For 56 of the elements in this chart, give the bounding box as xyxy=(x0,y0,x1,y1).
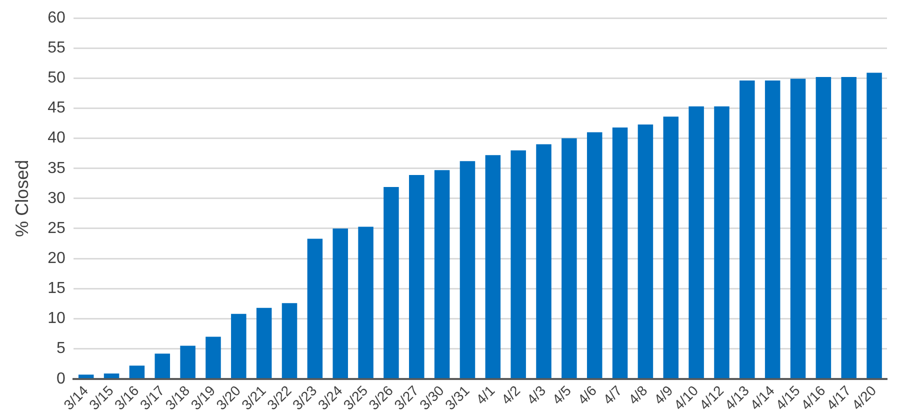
bar xyxy=(358,226,374,378)
x-tick-label: 3/24 xyxy=(314,382,346,413)
bar xyxy=(510,150,526,378)
bar xyxy=(663,116,679,378)
y-tick-label: 45 xyxy=(48,100,66,117)
bar xyxy=(256,308,272,378)
x-tick-label: 4/6 xyxy=(574,382,600,408)
x-tick-label: 4/2 xyxy=(498,382,524,408)
bar xyxy=(282,303,298,378)
x-tick-label: 3/31 xyxy=(442,382,472,413)
bar xyxy=(740,80,755,378)
x-tick-label: 4/20 xyxy=(848,382,880,413)
bar xyxy=(612,127,628,378)
y-tick-label: 50 xyxy=(48,70,66,87)
bar xyxy=(154,354,170,378)
bar xyxy=(562,138,577,378)
bar xyxy=(434,170,450,378)
x-tick-label: 4/5 xyxy=(548,382,574,408)
bar xyxy=(841,76,856,378)
x-tick-label: 4/3 xyxy=(524,382,549,408)
y-tick-label: 55 xyxy=(48,39,66,56)
bar xyxy=(332,228,348,378)
bar xyxy=(78,374,94,378)
bar xyxy=(866,72,882,378)
bar xyxy=(688,106,704,378)
x-tick-label: 4/1 xyxy=(472,382,498,408)
bar xyxy=(536,144,552,378)
y-axis-title: % Closed xyxy=(12,160,32,237)
bar xyxy=(206,336,221,378)
y-tick-label: 25 xyxy=(48,220,66,237)
y-tick-label: 35 xyxy=(48,160,66,177)
bar xyxy=(638,124,654,378)
bar xyxy=(129,366,145,378)
y-tick-label: 15 xyxy=(48,280,66,298)
y-tick-label: 0 xyxy=(56,370,66,388)
y-tick-label: 20 xyxy=(48,250,66,267)
bar xyxy=(460,161,476,378)
bar xyxy=(180,346,196,378)
bar xyxy=(384,187,399,378)
y-tick-label: 30 xyxy=(48,190,66,207)
bar xyxy=(104,373,120,378)
bar xyxy=(586,132,602,378)
y-tick-label: 10 xyxy=(48,310,66,328)
bar xyxy=(231,314,246,378)
bar xyxy=(409,174,424,378)
bar xyxy=(485,155,501,378)
bar xyxy=(790,78,806,378)
bar xyxy=(307,238,323,378)
x-tick-label: 4/8 xyxy=(625,382,650,408)
y-tick-label: 5 xyxy=(56,340,66,358)
y-tick-label: 40 xyxy=(48,130,66,147)
y-tick-label: 60 xyxy=(48,9,66,26)
x-tick-label: 4/7 xyxy=(600,382,626,408)
bar xyxy=(816,76,832,378)
bar xyxy=(714,106,730,378)
bar xyxy=(764,80,780,378)
